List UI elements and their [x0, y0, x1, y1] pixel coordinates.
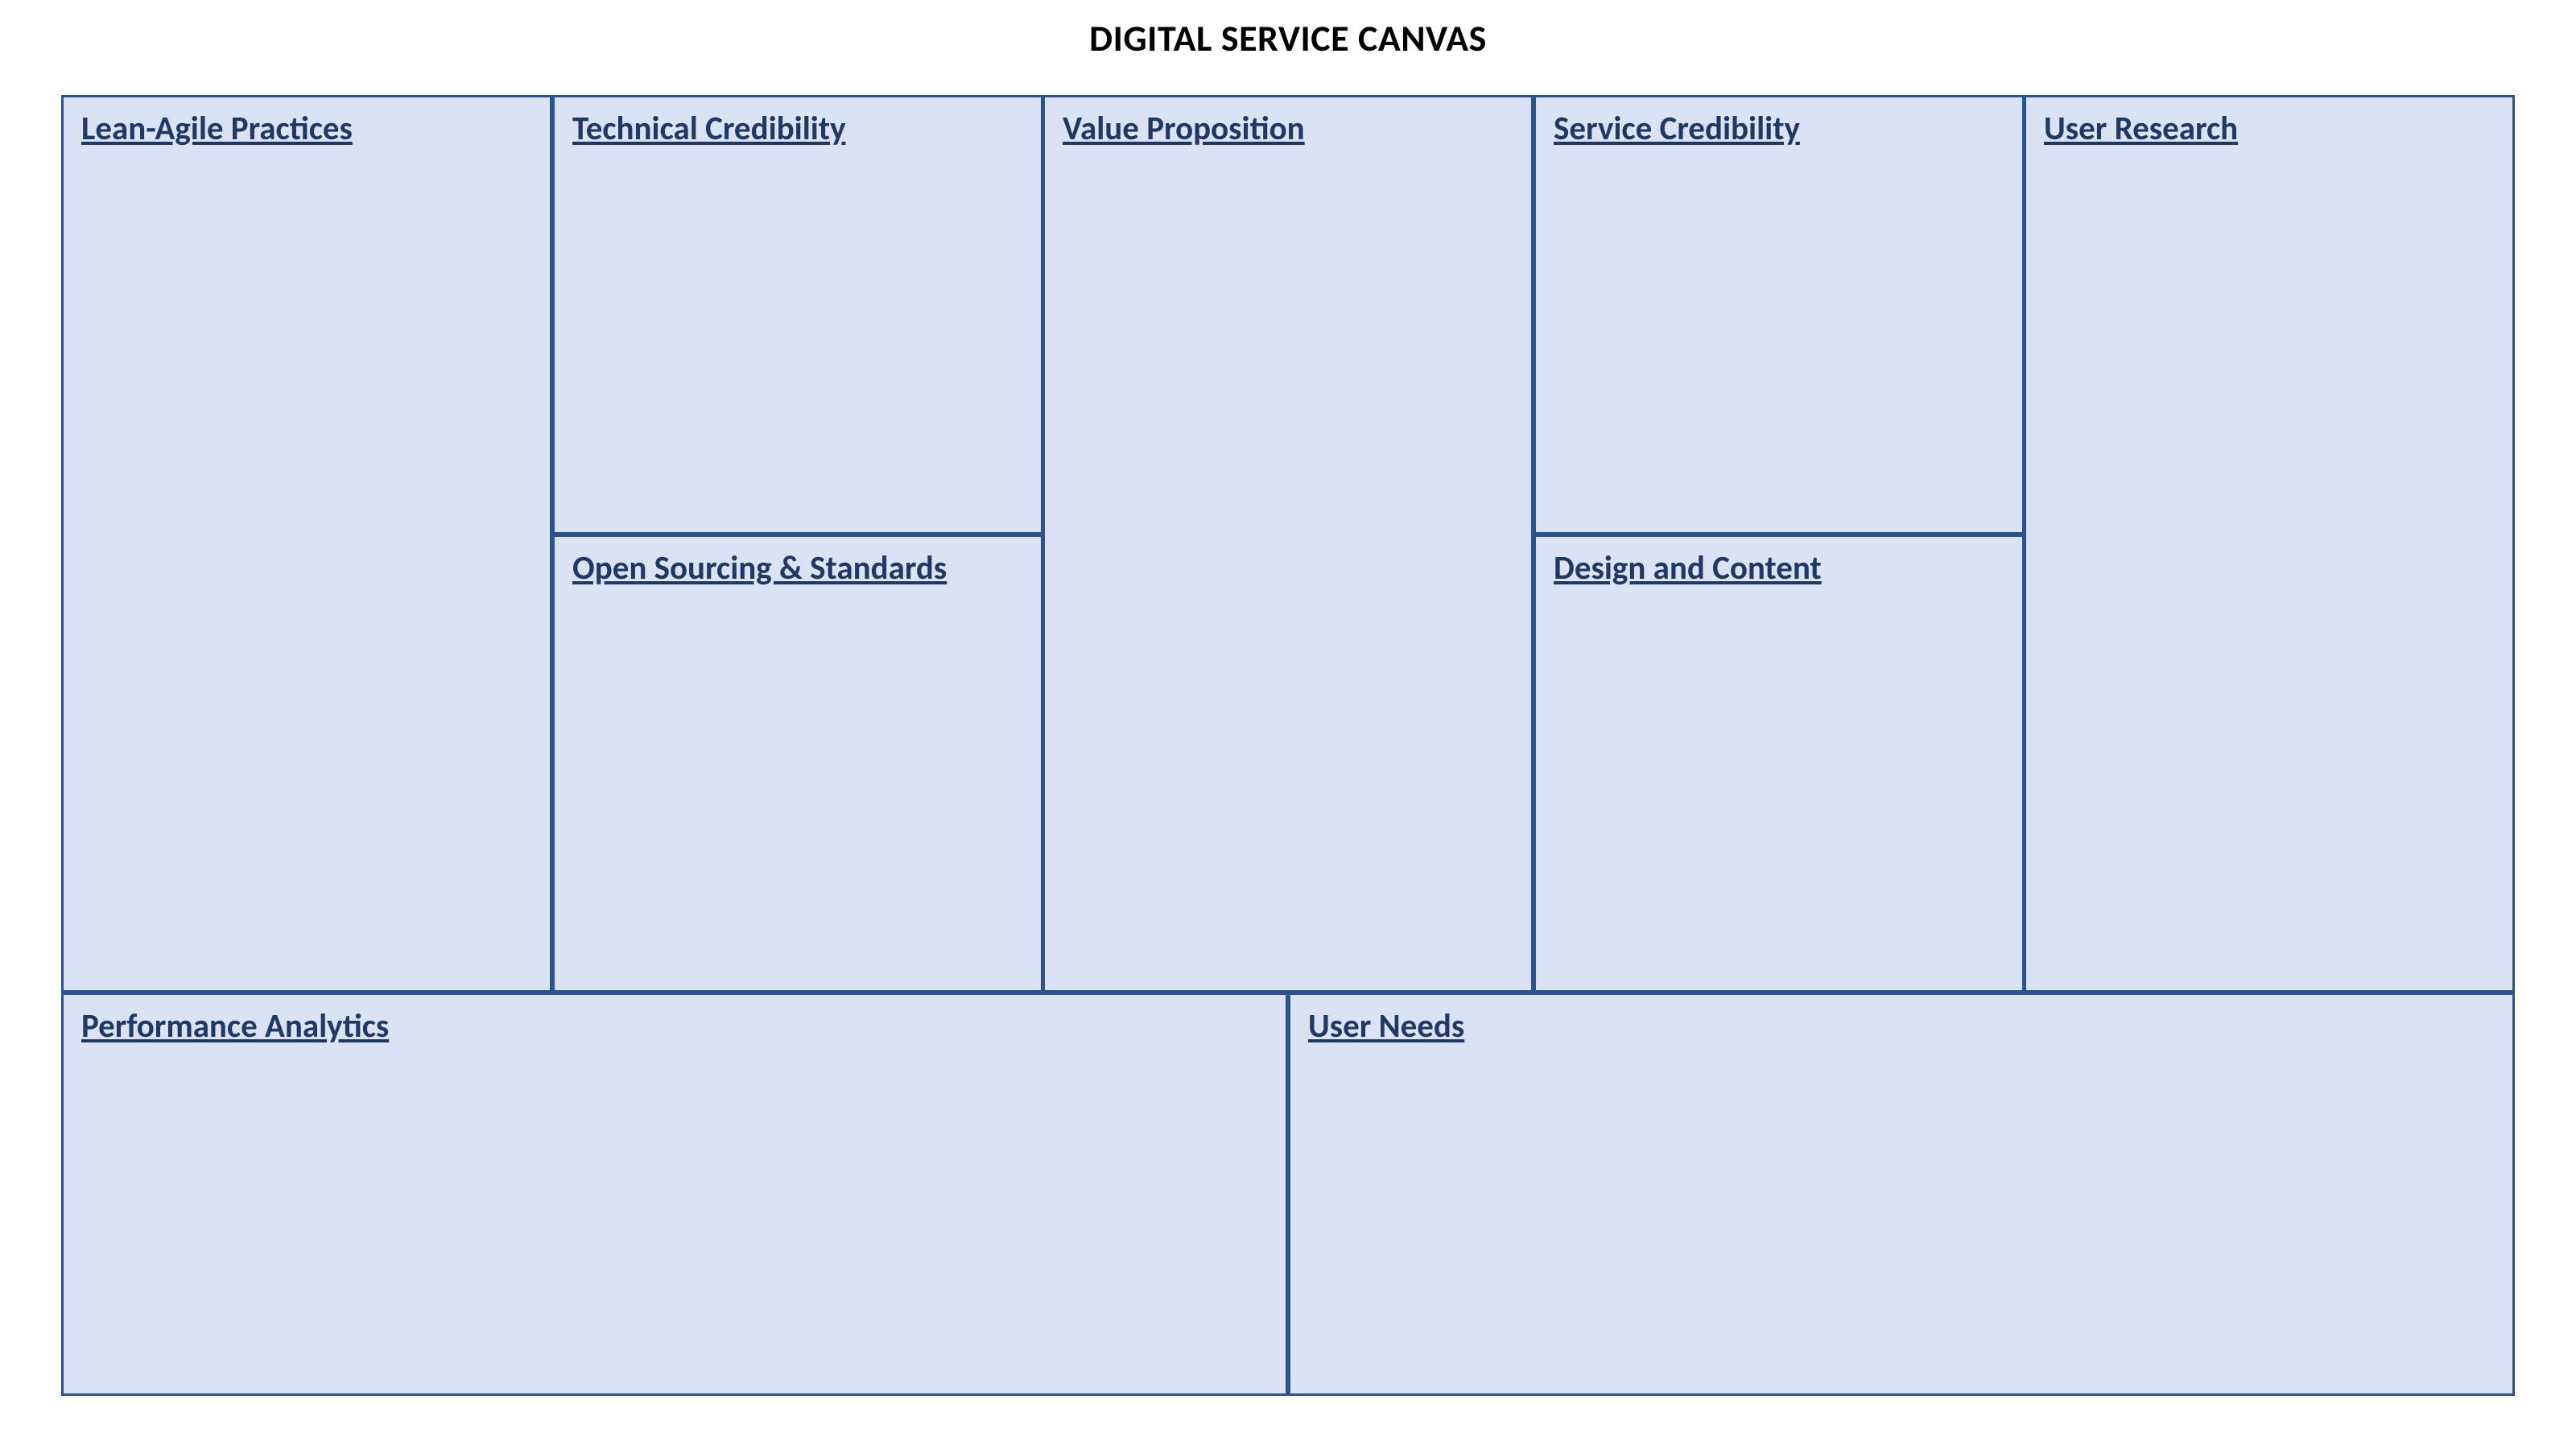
- canvas-grid: Lean-Agile Practices Technical Credibilit…: [61, 95, 2515, 1396]
- cell-value-prop: Value Proposition: [1042, 95, 1534, 993]
- cell-heading-perf-analytics: Performance Analytics: [81, 1006, 1268, 1046]
- cell-heading-technical-cred: Technical Credibility: [572, 109, 1023, 149]
- cell-heading-lean-agile: Lean-Agile Practices: [81, 109, 532, 149]
- cell-user-needs: User Needs: [1288, 993, 2515, 1396]
- cell-heading-user-needs: User Needs: [1308, 1006, 2495, 1046]
- cell-design-content: Design and Content: [1534, 535, 2025, 993]
- cell-heading-value-prop: Value Proposition: [1063, 109, 1513, 149]
- cell-service-cred: Service Credibility: [1534, 95, 2025, 535]
- cell-technical-cred: Technical Credibility: [552, 95, 1043, 535]
- cell-heading-open-sourcing: Open Sourcing & Standards: [572, 548, 1023, 588]
- cell-heading-design-content: Design and Content: [1554, 548, 2004, 588]
- cell-lean-agile: Lean-Agile Practices: [61, 95, 552, 993]
- canvas-title: DIGITAL SERVICE CANVAS: [0, 16, 2576, 61]
- cell-user-research: User Research: [2024, 95, 2515, 993]
- cell-heading-service-cred: Service Credibility: [1554, 109, 2004, 149]
- cell-open-sourcing: Open Sourcing & Standards: [552, 535, 1043, 993]
- cell-perf-analytics: Performance Analytics: [61, 993, 1288, 1396]
- cell-heading-user-research: User Research: [2044, 109, 2495, 149]
